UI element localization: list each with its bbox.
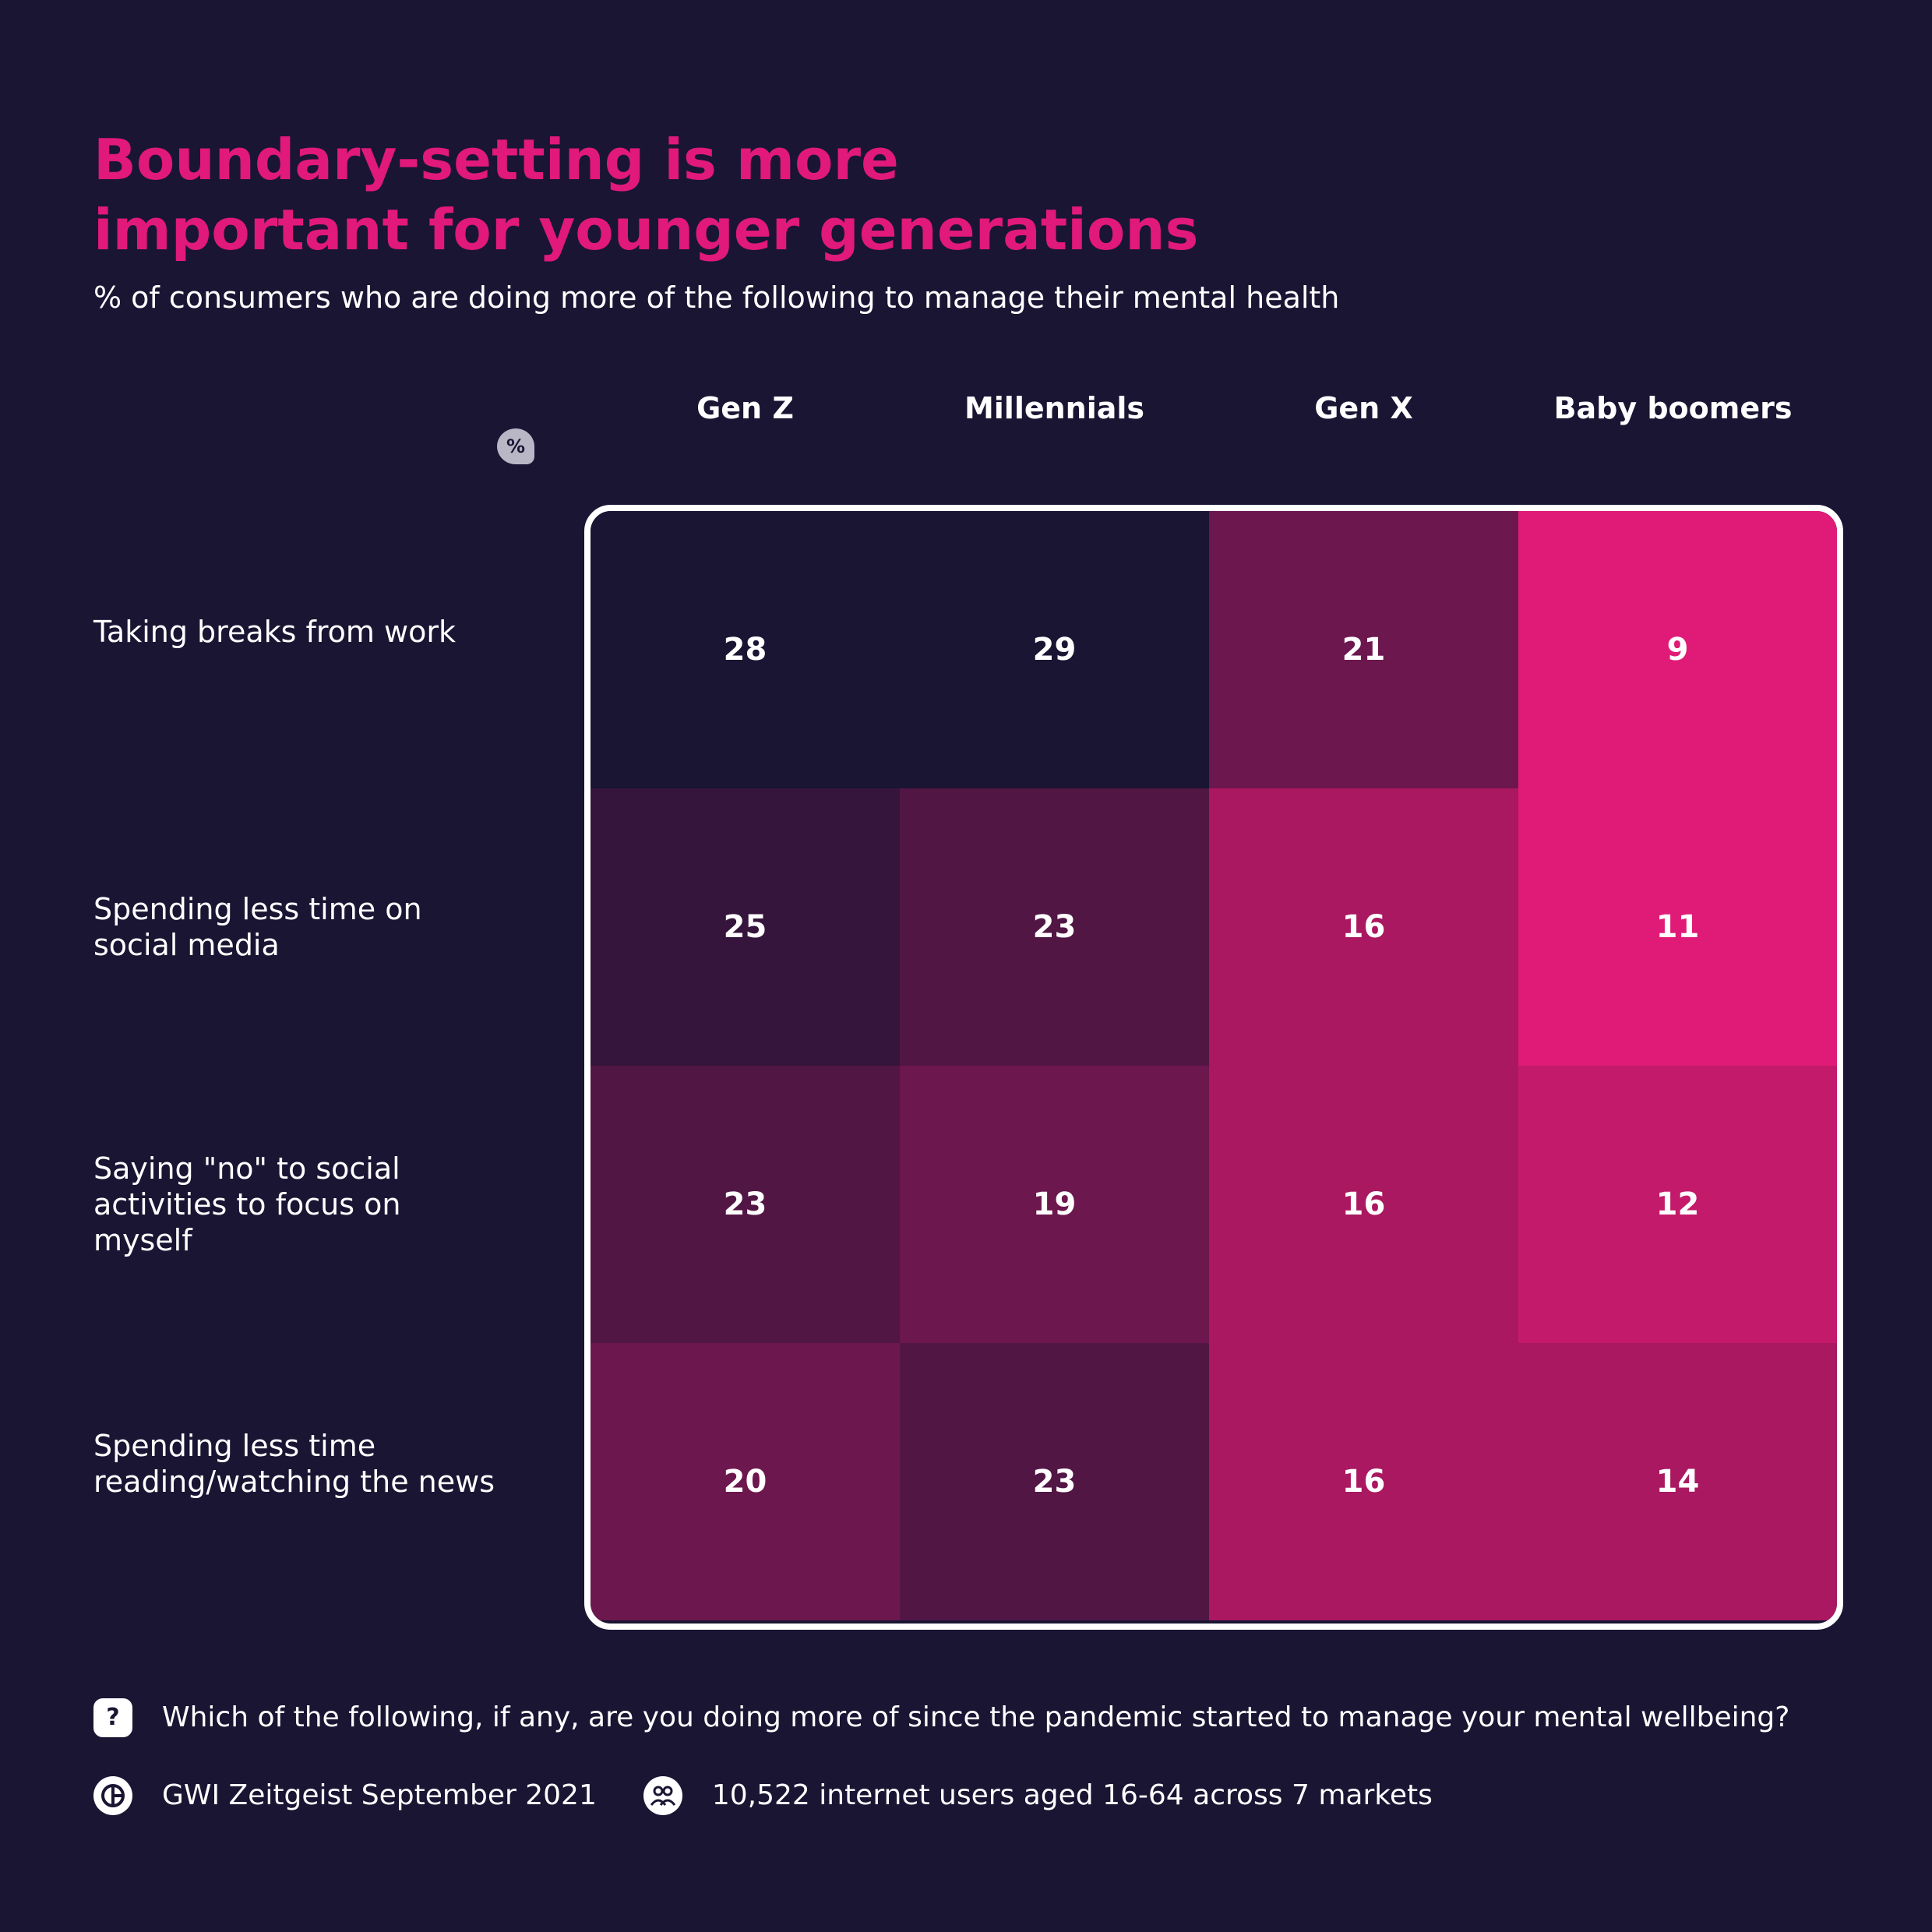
- heatmap-cell: 12: [1518, 1066, 1837, 1343]
- footer-source: GWI Zeitgeist September 2021 10,522 inte…: [93, 1776, 1433, 1815]
- footer-question-text: Which of the following, if any, are you …: [162, 1701, 1790, 1733]
- chart-subtitle: % of consumers who are doing more of the…: [93, 280, 1340, 315]
- heatmap-cell-value: 29: [1032, 632, 1077, 668]
- heatmap-cell-value: 23: [1032, 1464, 1077, 1500]
- column-header: Millennials: [964, 391, 1145, 425]
- heatmap-cell-value: 9: [1666, 632, 1689, 668]
- percent-badge-icon: %: [497, 428, 534, 464]
- heatmap-cell: 23: [900, 788, 1209, 1066]
- row-label: Taking breaks from work: [93, 615, 456, 649]
- heatmap-cell: 23: [591, 1066, 900, 1343]
- heatmap-cell: 21: [1209, 511, 1518, 788]
- heatmap-cell-value: 16: [1341, 1186, 1386, 1222]
- question-icon: ?: [93, 1698, 132, 1737]
- heatmap-cell-value: 14: [1655, 1464, 1700, 1500]
- footer-question: ? Which of the following, if any, are yo…: [93, 1698, 1789, 1737]
- heatmap-cell-value: 28: [723, 632, 767, 668]
- heatmap-cell: 19: [900, 1066, 1209, 1343]
- column-header: Gen Z: [696, 391, 794, 425]
- column-header: Baby boomers: [1553, 391, 1793, 425]
- heatmap-cell: 16: [1209, 1343, 1518, 1620]
- row-label: Saying "no" to social activities to focu…: [93, 1151, 401, 1257]
- chart-title-line-2: important for younger generations: [93, 197, 1199, 263]
- people-icon: [643, 1776, 682, 1815]
- heatmap-cell: 14: [1518, 1343, 1837, 1620]
- gwi-logo-icon: [93, 1776, 132, 1815]
- heatmap-cell: 29: [900, 511, 1209, 788]
- heatmap-cell-value: 12: [1655, 1186, 1700, 1222]
- footer-sample-text: 10,522 internet users aged 16-64 across …: [711, 1779, 1433, 1811]
- column-header: Gen X: [1314, 391, 1413, 425]
- chart-title-line-1: Boundary-setting is more: [93, 127, 899, 192]
- heatmap-cell: 20: [591, 1343, 900, 1620]
- heatmap-cell: 11: [1518, 788, 1837, 1066]
- row-label: Spending less time reading/watching the …: [93, 1429, 495, 1499]
- heatmap-cell: 16: [1209, 1066, 1518, 1343]
- heatmap-cell-value: 16: [1341, 909, 1386, 945]
- heatmap-cell-value: 20: [723, 1464, 767, 1500]
- heatmap-cell-value: 25: [723, 909, 767, 945]
- heatmap-cell-value: 21: [1341, 632, 1386, 668]
- heatmap-grid: 28 29 21 9 25 23 16 11 23 19 16 12 20 23 16 14: [584, 505, 1843, 1630]
- heatmap-cell-value: 16: [1341, 1464, 1386, 1500]
- heatmap-cell-value: 19: [1032, 1186, 1077, 1222]
- heatmap-cell-value: 23: [723, 1186, 767, 1222]
- row-label: Spending less time on social media: [93, 892, 422, 962]
- heatmap-cell: 9: [1518, 511, 1837, 788]
- heatmap-cell: 16: [1209, 788, 1518, 1066]
- heatmap-cell-value: 23: [1032, 909, 1077, 945]
- heatmap-cell-value: 11: [1655, 909, 1700, 945]
- chart-title: Boundary-setting is more important for y…: [93, 125, 1807, 265]
- heatmap-cell: 28: [591, 511, 900, 788]
- footer-source-text: GWI Zeitgeist September 2021: [162, 1779, 597, 1811]
- heatmap-cell: 25: [591, 788, 900, 1066]
- heatmap-cell: 23: [900, 1343, 1209, 1620]
